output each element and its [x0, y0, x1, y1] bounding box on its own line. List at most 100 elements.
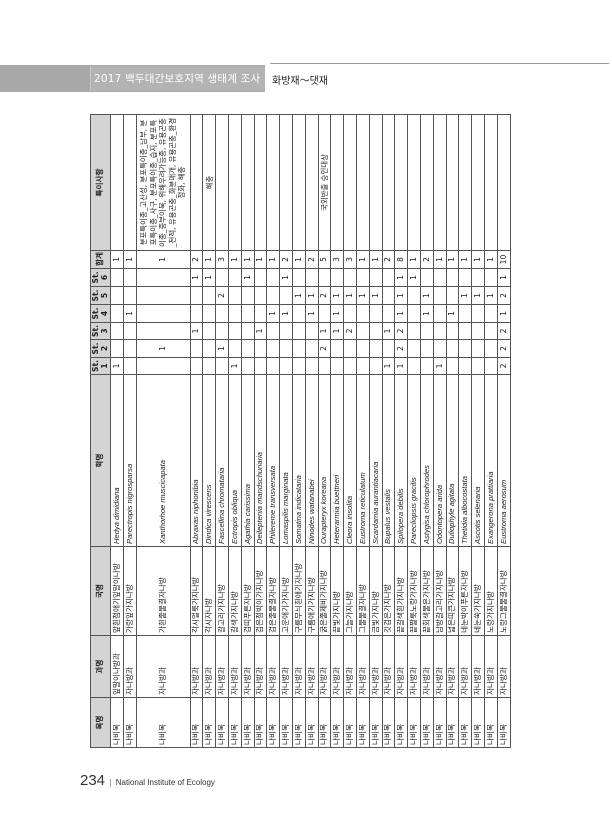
station-6-cell: 1 [279, 268, 293, 287]
family-cell: 자나방과 [343, 635, 357, 698]
station-4-cell: 1 [305, 304, 319, 323]
station-2-cell [356, 339, 370, 358]
station-6-cell [318, 268, 331, 287]
scientific-name-cell: Ninodes watanabei [305, 374, 319, 547]
order-cell: 나비목 [279, 697, 293, 748]
station-3-cell [446, 322, 459, 340]
station-4-cell [382, 304, 395, 323]
total-cell: 2 [382, 250, 395, 269]
station-2-cell [254, 339, 267, 358]
order-cell: 나비목 [343, 697, 357, 748]
column-header: St. 5 [90, 286, 111, 305]
station-1-cell: 1 [110, 357, 124, 375]
station-4-cell [228, 304, 242, 323]
table-body: 나비목 잎말이나방과 앞흰점애기잎말이나방 Hedya dimidiana 1 1 나비목 자… [110, 114, 511, 748]
table-row: 나비목 자나방과 깃검은가지나방 Bupalus vestalis 1 1 2 [382, 114, 395, 748]
station-4-cell [369, 304, 383, 323]
table-header-row: 목명 과명 국명 학명 St. 1 St. 2 St. 3 St. 4 St. 5 St. 6 합계… [90, 114, 111, 748]
station-2-cell: 1 [136, 339, 191, 358]
station-5-cell [433, 286, 447, 305]
total-cell: 1 [356, 250, 370, 269]
scientific-name-cell: Fascellina chromataria [215, 374, 229, 547]
station-6-cell: 1 [190, 268, 203, 287]
scientific-name-cell: Bupalus vestalis [382, 374, 395, 547]
station-3-cell [292, 322, 306, 340]
korean-name-cell: 넓은띠큰가지나방 [446, 546, 459, 636]
family-cell: 잎말이나방과 [110, 635, 124, 698]
remark-cell [471, 114, 485, 251]
total-cell: 3 [215, 250, 229, 269]
korean-name-cell: 갈고리가지나방 [215, 546, 229, 636]
scientific-name-cell: Deileptenia mandschuriaria [254, 374, 267, 547]
station-3-cell: 1 [318, 322, 331, 340]
column-header: St. 4 [90, 304, 111, 323]
total-cell: 1 [471, 250, 485, 269]
remark-cell [215, 114, 229, 251]
family-cell: 자나방과 [356, 635, 370, 698]
station-1-cell [202, 357, 216, 375]
korean-name-cell: 그늘가지나방 [343, 546, 357, 636]
section-title: 화방재～댓재 [272, 76, 328, 87]
station-5-cell: 1 [343, 286, 357, 305]
station-2-cell: 2 [497, 339, 511, 358]
korean-name-cell: 끝갈색흰가지나방 [394, 546, 408, 636]
remark-cell [254, 114, 267, 251]
station-4-cell: 1 [446, 304, 459, 323]
station-3-cell [407, 322, 421, 340]
station-5-cell: 1 [458, 286, 472, 305]
station-1-cell: 1 [382, 357, 395, 375]
scientific-name-cell: Exangerona prattiaria [484, 374, 498, 547]
station-4-cell [136, 304, 191, 323]
family-cell: 자나방과 [136, 635, 191, 698]
station-2-cell [279, 339, 293, 358]
table-row: 나비목 잎말이나방과 앞흰점애기잎말이나방 Hedya dimidiana 1 1 [110, 114, 124, 748]
station-2-cell [458, 339, 472, 358]
station-3-cell: 2 [343, 322, 357, 340]
station-1-cell [266, 357, 280, 375]
table-row: 나비목 자나방과 검은줄물결자나방 Phileremе transversata 1 1 [266, 114, 280, 748]
family-cell: 자나방과 [318, 635, 331, 698]
family-cell: 자나방과 [471, 635, 485, 698]
station-1-cell: 1 [433, 357, 447, 375]
total-cell: 1 [254, 250, 267, 269]
remark-cell [484, 114, 498, 251]
station-2-cell [407, 339, 421, 358]
station-1-cell [330, 357, 344, 375]
scientific-name-cell: Eustroma reticulatum [356, 374, 370, 547]
station-2-cell: 2 [318, 339, 331, 358]
station-6-cell [330, 268, 344, 287]
station-5-cell: 2 [318, 286, 331, 305]
total-cell: 1 [292, 250, 306, 269]
station-5-cell: 1 [292, 286, 306, 305]
family-cell: 자나방과 [420, 635, 434, 698]
remark-cell [420, 114, 434, 251]
total-cell: 1 [241, 250, 255, 269]
korean-name-cell: 네눈박이푸른자나방 [458, 546, 472, 636]
station-4-cell [254, 304, 267, 323]
scientific-name-cell: Thetidia albocostata [458, 374, 472, 547]
station-3-cell: 1 [254, 322, 267, 340]
family-cell: 자나방과 [241, 635, 255, 698]
column-header: St. 6 [90, 268, 111, 287]
korean-name-cell: 검은줄물결자나방 [266, 546, 280, 636]
station-3-cell [215, 322, 229, 340]
station-6-cell [382, 268, 395, 287]
station-3-cell [356, 322, 370, 340]
family-cell: 자나방과 [446, 635, 459, 698]
station-6-cell [458, 268, 472, 287]
station-5-cell: 2 [497, 286, 511, 305]
total-cell: 3 [330, 250, 344, 269]
total-cell: 10 [497, 250, 511, 269]
station-4-cell [292, 304, 306, 323]
remark-cell [123, 114, 137, 251]
page-number: 234 [80, 772, 106, 789]
total-cell: 1 [369, 250, 383, 269]
korean-name-cell: 끝빛가지나방 [330, 546, 344, 636]
station-1-cell [279, 357, 293, 375]
station-5-cell: 1 [420, 286, 434, 305]
scientific-name-cell: Xanthorhoe muscicapata [136, 374, 191, 547]
station-2-cell [382, 339, 395, 358]
station-3-cell: 2 [497, 322, 511, 340]
station-5-cell [190, 286, 203, 305]
station-2-cell [446, 339, 459, 358]
